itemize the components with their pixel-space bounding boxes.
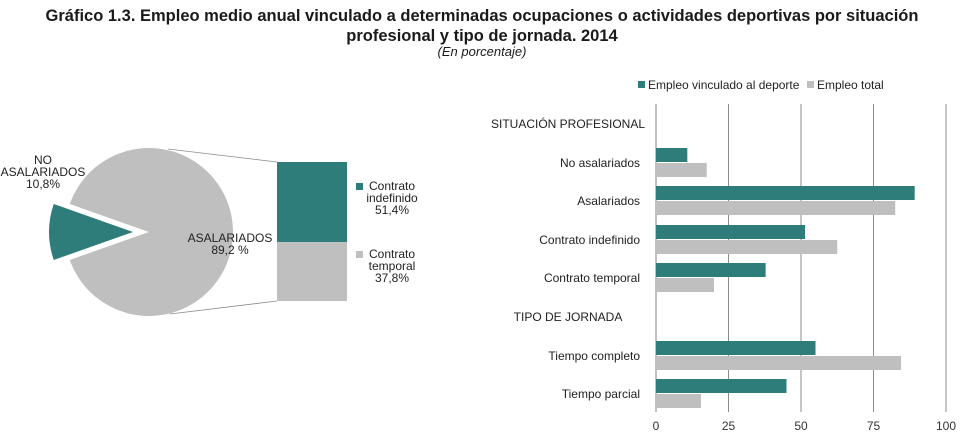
connector-line-bottom: [169, 300, 278, 315]
bar-total-contrato-indefinido: [656, 240, 838, 254]
legend-marker-0: [638, 81, 645, 88]
chart-title-line1: Gráfico 1.3. Empleo medio anual vinculad…: [45, 7, 919, 25]
x-tick-label-25: 25: [722, 419, 736, 433]
connector-line-top: [167, 148, 278, 163]
bar-total-tiempo-parcial: [656, 394, 701, 408]
breakdown-marker-1: [356, 251, 363, 258]
chart-title-line2: profesional y tipo de jornada. 2014: [346, 27, 618, 45]
legend-label-1: Empleo total: [817, 78, 884, 92]
legend-marker-1: [807, 81, 814, 88]
pie-slice-no-asalariados: [48, 204, 133, 260]
bar-deporte-tiempo-parcial: [656, 379, 787, 393]
breakdown-label-0: Contrato indefinido 51,4%: [366, 179, 418, 217]
chart-subtitle: (En porcentaje): [437, 44, 527, 59]
bar-deporte-contrato-temporal: [656, 263, 766, 277]
category-label-contrato-indefinido: Contrato indefinido: [539, 233, 640, 247]
x-tick-label-0: 0: [653, 419, 660, 433]
bar-total-no-asalariados: [656, 163, 707, 177]
chart-title: Gráfico 1.3. Empleo medio anual vinculad…: [0, 6, 964, 46]
bar-total-contrato-temporal: [656, 278, 714, 292]
bar-deporte-tiempo-completo: [656, 341, 816, 355]
breakdown-segment-0: [277, 162, 347, 243]
category-label-tiempo-parcial: Tiempo parcial: [562, 387, 640, 401]
bar-total-tiempo-completo: [656, 356, 902, 370]
pie-label-no-asalariados: NO ASALARIADOS 10,8%: [1, 153, 86, 191]
breakdown-segment-1: [277, 242, 347, 301]
legend-label-0: Empleo vinculado al deporte: [648, 78, 800, 92]
x-tick-label-100: 100: [936, 419, 956, 433]
pie-slice-asalariados: [69, 148, 234, 316]
pie-label-asalariados: ASALARIADOS 89,2 %: [188, 231, 273, 257]
x-tick-label-75: 75: [867, 419, 881, 433]
breakdown-label-1: Contrato temporal 37,8%: [369, 247, 416, 285]
category-label-tipo-de-jornada: TIPO DE JORNADA: [514, 310, 623, 324]
breakdown-marker-0: [356, 183, 363, 190]
bar-deporte-contrato-indefinido: [656, 225, 806, 239]
category-label-tiempo-completo: Tiempo completo: [548, 349, 640, 363]
bar-deporte-no-asalariados: [656, 148, 688, 162]
category-label-situacion-profesional: SITUACIÓN PROFESIONAL: [491, 116, 645, 131]
category-label-no-asalariados: No asalariados: [560, 156, 640, 170]
category-label-contrato-temporal: Contrato temporal: [544, 271, 640, 285]
bar-deporte-asalariados: [656, 186, 915, 200]
x-tick-label-50: 50: [794, 419, 808, 433]
category-label-asalariados: Asalariados: [577, 194, 640, 208]
bar-total-asalariados: [656, 201, 896, 215]
